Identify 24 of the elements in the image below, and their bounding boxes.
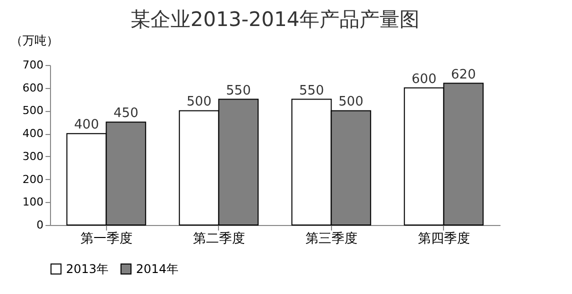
data-label: 550 xyxy=(299,83,324,98)
y-tick-label: 700 xyxy=(22,58,44,72)
x-tick-label: 第一季度 xyxy=(80,230,132,246)
y-axis-title: （万吨） xyxy=(10,34,58,48)
legend-label: 2013年 xyxy=(66,262,109,276)
y-tick-label: 600 xyxy=(22,81,44,94)
y-tick-label: 300 xyxy=(22,150,44,163)
data-label: 400 xyxy=(74,118,99,133)
y-tick-label: 400 xyxy=(22,127,44,140)
x-tick-label: 第四季度 xyxy=(418,230,470,246)
data-label: 550 xyxy=(226,83,251,98)
x-tick-label: 第三季度 xyxy=(305,230,358,246)
y-tick-label: 100 xyxy=(22,196,44,209)
x-tick-label: 第二季度 xyxy=(192,230,245,246)
data-label: 450 xyxy=(114,106,138,122)
data-label: 620 xyxy=(451,67,476,82)
y-tick-label: 500 xyxy=(22,104,44,118)
y-tick-label: 200 xyxy=(22,172,44,186)
chart-title: 某企业2013-2014年产品产量图 xyxy=(130,7,420,31)
legend-label: 2014年 xyxy=(136,262,179,276)
data-label: 500 xyxy=(338,94,364,110)
y-tick-label: 0 xyxy=(36,218,44,232)
data-label: 500 xyxy=(186,94,212,110)
data-label: 600 xyxy=(412,72,436,87)
